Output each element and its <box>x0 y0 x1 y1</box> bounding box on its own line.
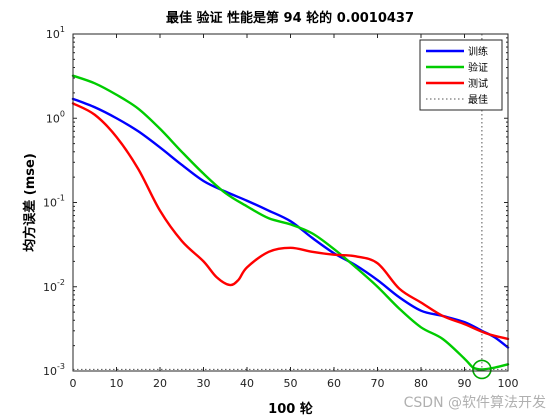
x-tick-label: 30 <box>197 377 211 390</box>
x-tick-label: 100 <box>498 377 519 390</box>
best-point-marker <box>472 359 492 380</box>
y-axis-label: 均方误差 (mse) <box>22 153 38 252</box>
ticks-layer: 0 10 20 30 40 50 60 70 80 90 100 10-3 10-2 10-1 100 101 <box>43 25 518 390</box>
legend-label-1: 训练 <box>468 45 488 58</box>
legend-label-4: 最佳 <box>468 93 488 106</box>
legend-label-3: 测试 <box>468 77 488 90</box>
x-tick-label: 10 <box>110 377 124 390</box>
y-tick-label: 10-1 <box>43 194 65 210</box>
x-tick-label: 60 <box>327 377 341 390</box>
series-line-3 <box>71 102 510 341</box>
x-tick-label: 70 <box>371 377 385 390</box>
x-tick-label: 90 <box>458 377 472 390</box>
series-layer <box>71 74 510 371</box>
legend-label-2: 验证 <box>468 61 488 74</box>
y-tick-label: 101 <box>46 25 65 41</box>
y-tick-label: 100 <box>46 109 65 125</box>
x-tick-label: 0 <box>70 377 77 390</box>
y-tick-label: 10-2 <box>43 278 65 294</box>
x-tick-label: 50 <box>284 377 298 390</box>
x-axis-label: 100 轮 <box>268 401 313 417</box>
y-tick-label: 10-3 <box>43 362 65 378</box>
series-line-2 <box>71 74 510 371</box>
x-tick-label: 80 <box>414 377 428 390</box>
chart-title: 最佳 验证 性能是第 94 轮的 0.0010437 <box>166 10 414 26</box>
x-tick-label: 40 <box>240 377 254 390</box>
x-tick-label: 20 <box>153 377 167 390</box>
watermark: CSDN @软件算法开发 <box>403 395 546 411</box>
